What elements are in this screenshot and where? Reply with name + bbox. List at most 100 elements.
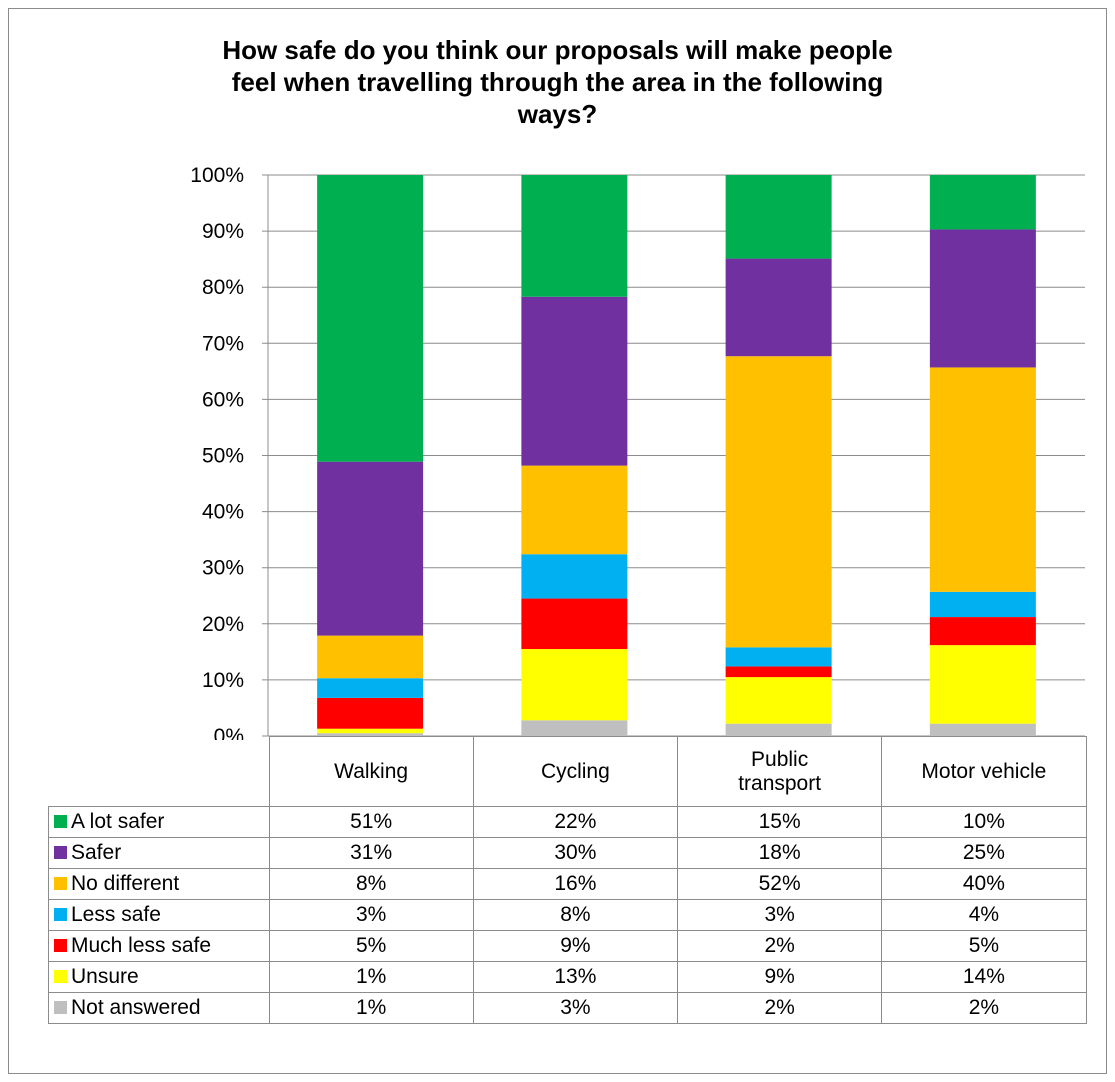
- y-tick-label: 70%: [202, 332, 244, 355]
- category-header: Motor vehicle: [881, 736, 1087, 807]
- table-cell: 2%: [881, 992, 1087, 1024]
- bar-segment-much-less-safe: [317, 697, 424, 729]
- table-cell: 3%: [472, 992, 679, 1024]
- category-header: Walking: [268, 736, 474, 807]
- table-row: Unsure 1% 13% 9% 14%: [48, 961, 1087, 993]
- category-header: Public transport: [676, 736, 883, 807]
- stacked-bar-chart: 0% 10% 20% 30% 40% 50% 60% 70% 80% 90% 100%: [190, 164, 1085, 740]
- table-cell: 1%: [268, 992, 474, 1024]
- legend-swatch: [54, 908, 67, 921]
- title-line-2: feel when travelling through the area in…: [231, 67, 884, 97]
- legend-label: Less safe: [71, 903, 161, 926]
- bar-segment-less-safe: [521, 554, 628, 599]
- y-tick-label: 80%: [202, 276, 244, 299]
- bar-segment-not-answered: [929, 723, 1036, 736]
- bar-segment-no-different: [317, 635, 424, 679]
- title-line-3: ways?: [517, 99, 598, 129]
- table-row: Safer 31% 30% 18% 25%: [48, 837, 1087, 869]
- table-row: A lot safer 51% 22% 15% 10%: [48, 806, 1087, 838]
- y-tick-label: 90%: [202, 220, 244, 243]
- table-cell: 4%: [881, 899, 1087, 931]
- legend-swatch: [54, 815, 67, 828]
- table-cell: 2%: [676, 930, 883, 962]
- y-tick-label: 20%: [202, 613, 244, 636]
- table-cell: 3%: [676, 899, 883, 931]
- bar-segment-less-safe: [929, 591, 1036, 618]
- table-cell: 5%: [881, 930, 1087, 962]
- legend-label: Unsure: [71, 965, 139, 988]
- table-row: Less safe 3% 8% 3% 4%: [48, 899, 1087, 931]
- category-label: Motor vehicle: [921, 759, 1047, 783]
- bar-segment-safer: [725, 258, 832, 357]
- legend-entry: A lot safer: [48, 806, 270, 838]
- table-cell: 9%: [676, 961, 883, 993]
- category-label: Walking: [334, 759, 409, 783]
- bar-segment-less-safe: [317, 678, 424, 698]
- legend-swatch: [54, 877, 67, 890]
- legend-label: Not answered: [71, 996, 201, 1019]
- y-tick-label: 30%: [202, 557, 244, 580]
- title-line-1: How safe do you think our proposals will…: [222, 35, 893, 65]
- bar-segment-unsure: [317, 728, 424, 734]
- bar-segment-not-answered: [317, 733, 424, 736]
- y-tick-label: 10%: [202, 669, 244, 692]
- legend-entry: Unsure: [48, 961, 270, 993]
- category-label: Cycling: [540, 759, 610, 783]
- table-cell: 18%: [676, 837, 883, 869]
- bar-segment-a-lot-safer: [521, 175, 628, 297]
- legend-entry: Not answered: [48, 992, 270, 1024]
- legend-swatch: [54, 939, 67, 952]
- bar-segment-no-different: [929, 367, 1036, 592]
- table-cell: 25%: [881, 837, 1087, 869]
- table-cell: 1%: [268, 961, 474, 993]
- chart-title: How safe do you think our proposals will…: [0, 34, 1115, 130]
- legend-swatch: [54, 846, 67, 859]
- table-cell: 3%: [268, 899, 474, 931]
- table-row: No different 8% 16% 52% 40%: [48, 868, 1087, 900]
- table-cell: 22%: [472, 806, 679, 838]
- legend-entry: No different: [48, 868, 270, 900]
- table-cell: 10%: [881, 806, 1087, 838]
- table-cell: 14%: [881, 961, 1087, 993]
- table-cell: 8%: [472, 899, 679, 931]
- table-cell: 2%: [676, 992, 883, 1024]
- table-cell: 5%: [268, 930, 474, 962]
- bar-segment-a-lot-safer: [725, 175, 832, 259]
- table-cell: 40%: [881, 868, 1087, 900]
- table-cell: 15%: [676, 806, 883, 838]
- legend-label: A lot safer: [71, 810, 165, 833]
- category-label: transport: [738, 771, 822, 795]
- legend-entry: Less safe: [48, 899, 270, 931]
- legend-label: No different: [71, 872, 180, 895]
- legend-entry: Much less safe: [48, 930, 270, 962]
- y-tick-label: 60%: [202, 388, 244, 411]
- bar-segment-unsure: [725, 677, 832, 724]
- y-tick-label: 100%: [190, 164, 244, 187]
- bar-segment-less-safe: [725, 647, 832, 667]
- bar-segment-unsure: [521, 649, 628, 721]
- table-cell: 31%: [268, 837, 474, 869]
- table-cell: 52%: [676, 868, 883, 900]
- bar-segment-a-lot-safer: [317, 175, 424, 462]
- legend-label: Safer: [71, 841, 122, 864]
- bar-segment-safer: [317, 461, 424, 636]
- table-cell: 16%: [472, 868, 679, 900]
- bar-segment-safer: [929, 229, 1036, 368]
- bar-segment-not-answered: [725, 723, 832, 736]
- bar-segment-no-different: [725, 356, 832, 648]
- category-header: Cycling: [472, 736, 679, 807]
- bar-segment-much-less-safe: [929, 617, 1036, 646]
- bar-segment-unsure: [929, 645, 1036, 724]
- table-cell: 8%: [268, 868, 474, 900]
- legend-swatch: [54, 1001, 67, 1014]
- bar-segment-not-answered: [521, 720, 628, 736]
- bar-segment-much-less-safe: [521, 598, 628, 650]
- bar-segment-much-less-safe: [725, 666, 832, 678]
- data-table: Walking Cycling Public transport Motor vehic…: [48, 736, 1087, 1024]
- bar-segment-no-different: [521, 465, 628, 555]
- legend-label: Much less safe: [71, 934, 212, 957]
- table-cell: 9%: [472, 930, 679, 962]
- bar-segment-a-lot-safer: [929, 175, 1036, 230]
- table-row: Much less safe 5% 9% 2% 5%: [48, 930, 1087, 962]
- y-tick-label: 40%: [202, 501, 244, 524]
